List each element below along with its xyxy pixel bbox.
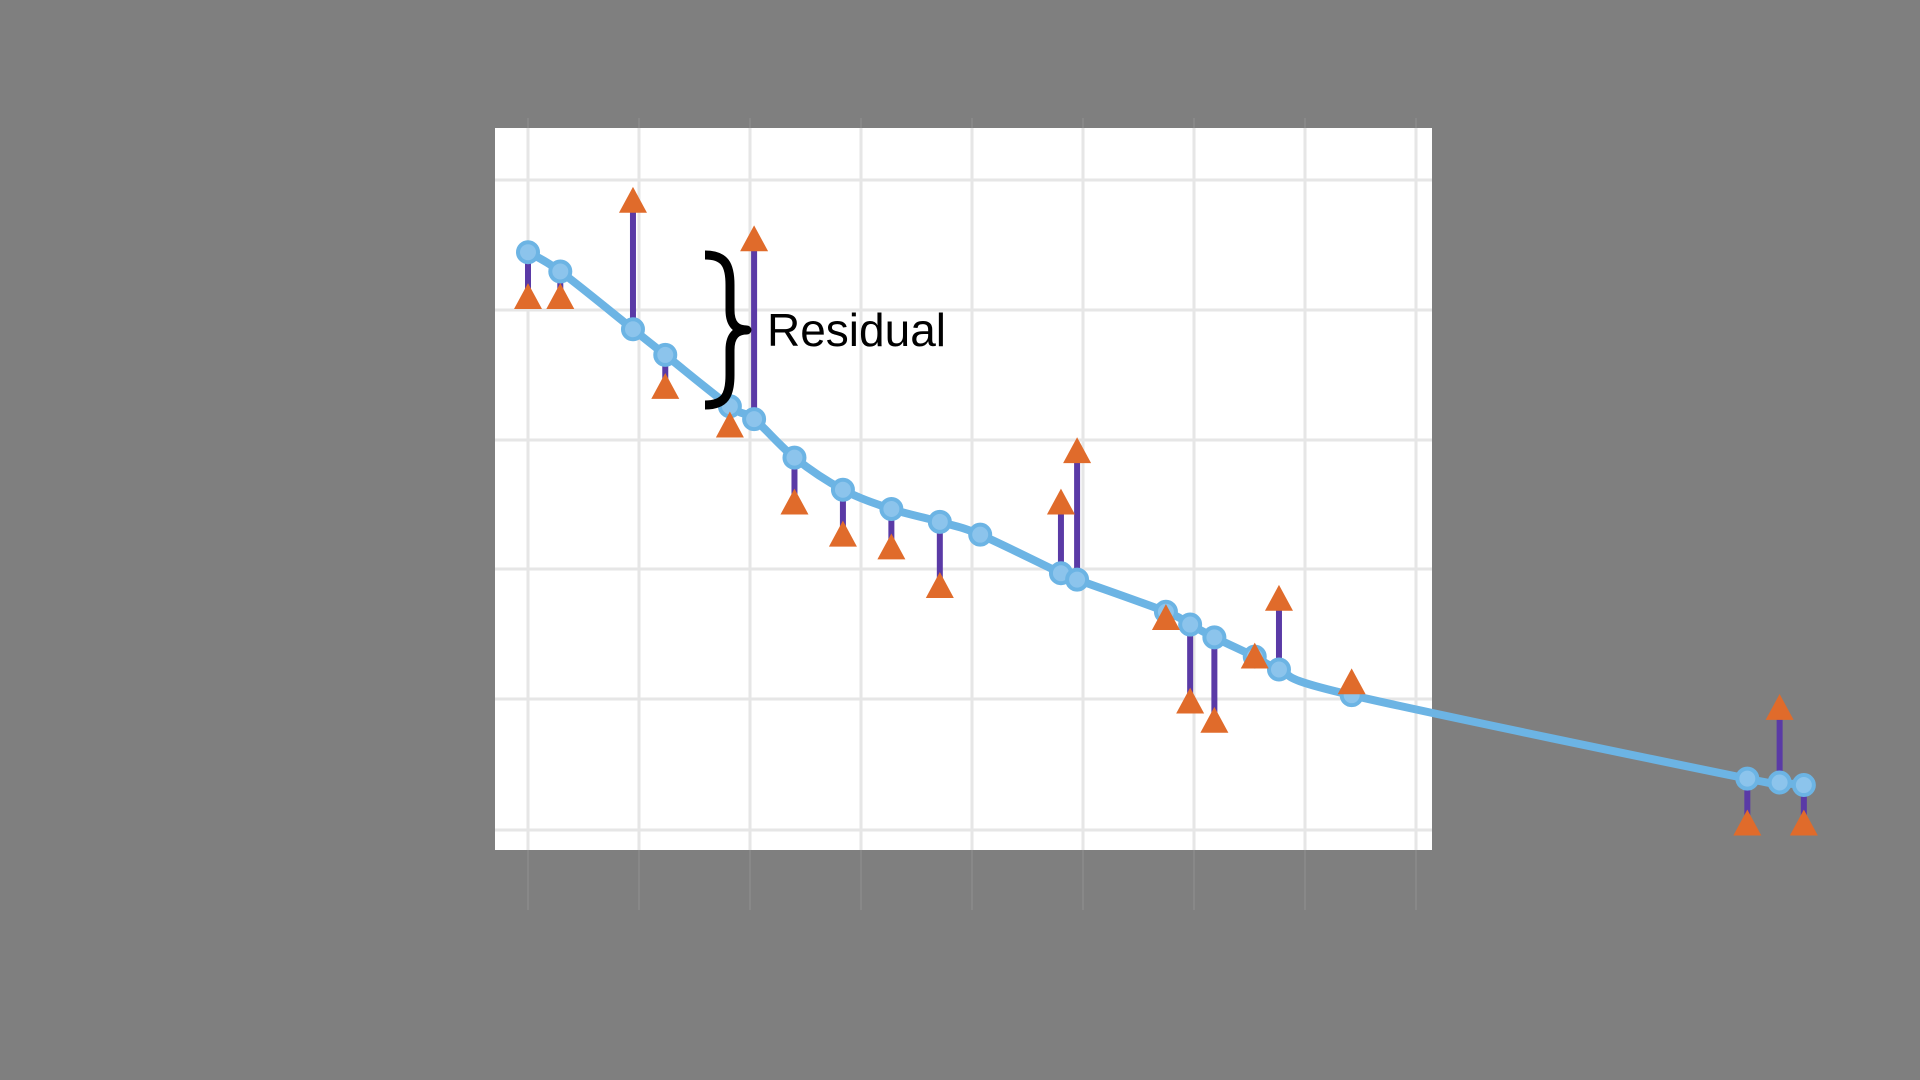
fitted-point — [1065, 567, 1090, 592]
fitted-points — [516, 240, 1816, 798]
fitted-point — [548, 259, 573, 284]
observed-point — [1337, 668, 1366, 695]
residual-label: Residual — [767, 304, 946, 356]
fitted-point — [968, 522, 993, 547]
observed-point — [514, 283, 542, 310]
fitted-point — [1266, 657, 1291, 682]
observed-point — [715, 411, 744, 438]
observed-point — [780, 488, 809, 515]
fitted-point — [742, 407, 767, 432]
fitted-point — [620, 317, 645, 342]
plot-background — [495, 128, 1432, 850]
fitted-point — [879, 497, 904, 521]
observed-point — [877, 533, 906, 560]
observed-point — [1200, 706, 1229, 733]
observed-point — [1063, 437, 1092, 464]
fitted-point — [782, 445, 807, 470]
residual-brace — [704, 250, 752, 410]
observed-points — [514, 186, 1818, 836]
residual-annotation: Residual — [704, 250, 946, 410]
observed-point — [1176, 687, 1205, 714]
observed-point — [1264, 584, 1293, 611]
fitted-point — [1767, 770, 1792, 795]
fitted-point — [1791, 773, 1816, 798]
fitted-point — [1735, 766, 1760, 791]
observed-point — [1046, 488, 1075, 515]
fitted-point — [927, 509, 952, 534]
grid-inner — [495, 128, 1432, 850]
fitted-point — [1178, 612, 1203, 637]
observed-point — [651, 373, 680, 399]
observed-point — [740, 225, 769, 252]
observed-point — [1240, 642, 1269, 669]
observed-point — [925, 572, 954, 598]
observed-point — [1151, 604, 1180, 631]
fitted-point — [516, 240, 540, 265]
fitted-point — [653, 342, 678, 367]
observed-point — [546, 283, 575, 310]
observed-point — [828, 520, 857, 547]
fitted-point — [830, 477, 855, 502]
observed-point — [1765, 694, 1794, 720]
fitted-point — [1202, 625, 1227, 650]
observed-point — [618, 186, 647, 213]
observed-point — [1733, 809, 1762, 836]
observed-point — [1789, 809, 1818, 836]
